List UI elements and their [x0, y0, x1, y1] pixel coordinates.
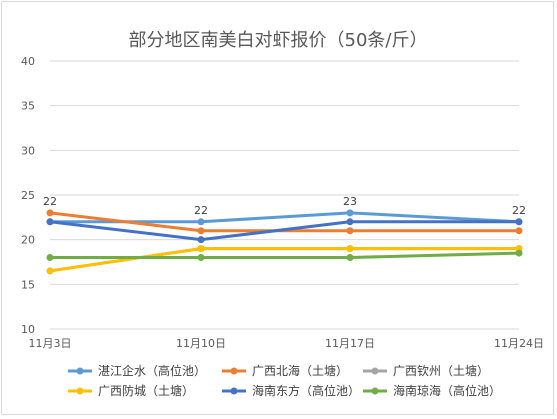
series-4-point-2 [346, 218, 354, 226]
chart-title: 部分地区南美白对虾报价（50条/斤） [129, 30, 428, 51]
series-line-5 [48, 251, 521, 260]
legend-marker-5 [371, 387, 379, 395]
y-tick-label-15: 15 [21, 278, 35, 291]
legend-marker-3 [76, 387, 84, 395]
data-label-3: 22 [512, 204, 526, 217]
legend-label-1: 广西北海（土塘） [252, 363, 348, 378]
legend-label-3: 广西防城（土塘） [98, 383, 194, 398]
legend-marker-1 [230, 367, 238, 375]
series-4-point-3 [515, 218, 523, 226]
y-tick-label-30: 30 [21, 144, 35, 157]
series-5-point-0 [46, 254, 54, 262]
series-0-point-2 [346, 209, 354, 217]
x-tick-label-3: 11月24日 [494, 337, 544, 350]
series-4-point-1 [197, 236, 205, 244]
x-tick-label-2: 11月17日 [325, 337, 375, 350]
series-5-point-2 [346, 254, 354, 262]
legend-label-2: 广西钦州（土塘） [393, 363, 489, 378]
series-0-point-1 [197, 218, 205, 226]
y-tick-label-25: 25 [21, 189, 35, 202]
y-tick-label-10: 10 [21, 323, 35, 336]
y-tick-label-20: 20 [21, 234, 35, 247]
data-label-2: 23 [343, 195, 357, 208]
x-tick-label-1: 11月10日 [176, 337, 226, 350]
legend-label-0: 湛江企水（高位池） [98, 363, 206, 378]
y-tick-label-40: 40 [21, 55, 35, 68]
y-tick-label-35: 35 [21, 100, 35, 113]
x-tick-label-0: 11月3日 [29, 337, 72, 350]
legend-marker-4 [230, 387, 238, 395]
legend-label-4: 海南东方（高位池） [252, 383, 360, 398]
data-label-1: 22 [194, 204, 208, 217]
series-1-point-2 [346, 227, 354, 235]
series-3-point-2 [346, 245, 354, 253]
series-5-point-1 [197, 254, 205, 262]
series-4-point-0 [46, 218, 54, 226]
legend-label-5: 海南琼海（高位池） [393, 383, 501, 398]
series-3-point-0 [46, 267, 54, 275]
series-3-point-1 [197, 245, 205, 253]
series-1-point-1 [197, 227, 205, 235]
series-1-point-3 [515, 227, 523, 235]
series-1-point-0 [46, 209, 54, 217]
series-5-point-3 [515, 249, 523, 257]
series-line-4 [48, 220, 521, 242]
legend-marker-0 [76, 367, 84, 375]
legend-marker-2 [371, 367, 379, 375]
data-label-0: 22 [43, 195, 57, 208]
series-line-3 [48, 247, 521, 273]
